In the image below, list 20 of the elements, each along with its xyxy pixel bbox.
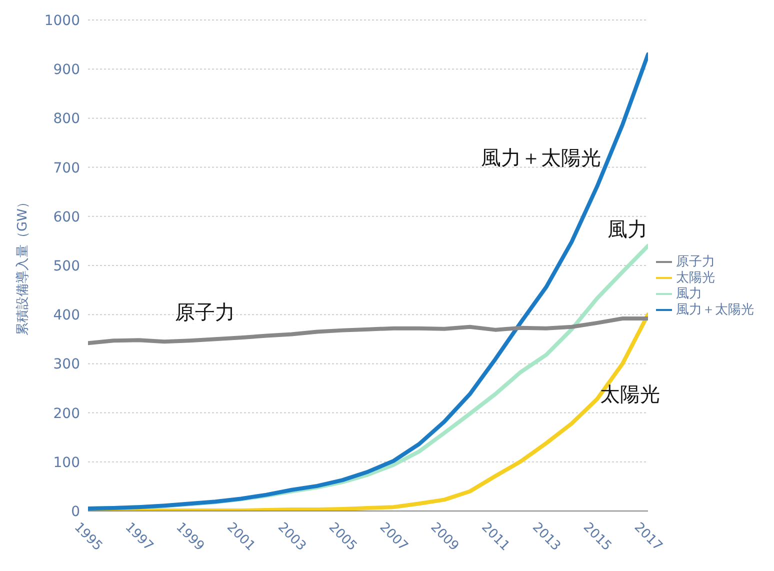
legend-label: 風力 — [676, 286, 702, 302]
y-tick-label: 800 — [53, 111, 80, 128]
annotation: 原子力 — [175, 300, 236, 324]
legend-label: 風力＋太陽光 — [676, 302, 754, 318]
annotation: 風力 — [608, 216, 648, 241]
y-tick-label: 200 — [53, 406, 80, 422]
y-tick-label: 1000 — [44, 12, 80, 29]
y-tick-label: 0 — [71, 504, 80, 520]
y-tick-label: 400 — [53, 308, 80, 324]
legend-label: 原子力 — [676, 254, 715, 270]
annotation: 太陽光 — [600, 382, 660, 406]
y-tick-label: 300 — [53, 356, 80, 373]
y-tick-label: 600 — [53, 209, 80, 226]
y-axis-title: 累積設備導入量（GW） — [16, 196, 31, 336]
legend-label: 太陽光 — [676, 270, 715, 286]
y-tick-label: 900 — [53, 62, 80, 78]
annotation: 風力＋太陽光 — [481, 146, 602, 170]
y-tick-label: 700 — [53, 160, 80, 176]
y-tick-label: 100 — [53, 454, 80, 471]
y-tick-label: 500 — [53, 258, 80, 274]
